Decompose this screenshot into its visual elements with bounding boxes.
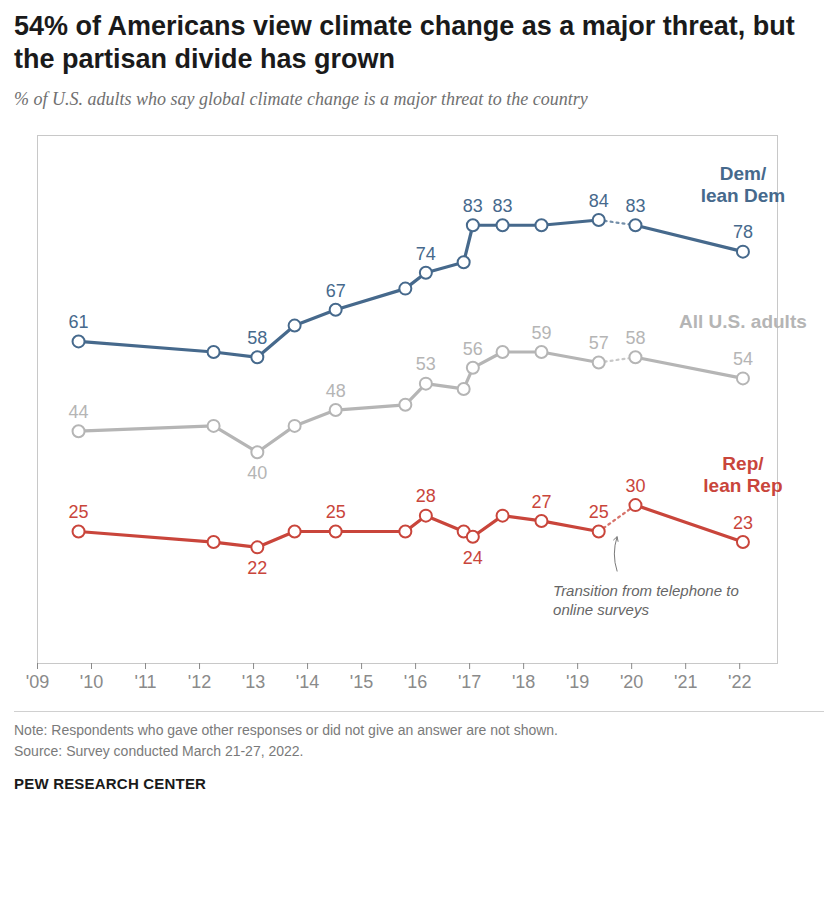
svg-text:83: 83	[493, 196, 513, 216]
svg-text:'14: '14	[296, 673, 319, 693]
svg-text:48: 48	[326, 381, 346, 401]
svg-text:84: 84	[589, 191, 609, 211]
svg-text:56: 56	[463, 339, 483, 359]
svg-text:25: 25	[326, 503, 346, 523]
svg-text:'22: '22	[728, 673, 751, 693]
html-text:Note: Respondents who gave oth: Note: Respondents who gave other respons…	[14, 722, 558, 739]
svg-text:All U.S. adults: All U.S. adults	[679, 312, 807, 333]
html-text:Source: Survey conducted March: Source: Survey conducted March 21-27, 20…	[14, 742, 304, 759]
svg-text:61: 61	[69, 312, 89, 332]
svg-text:22: 22	[247, 558, 267, 578]
svg-text:83: 83	[625, 196, 645, 216]
svg-text:27: 27	[531, 492, 551, 512]
svg-text:74: 74	[416, 244, 436, 264]
html-text:% of U.S. adults who say globa: % of U.S. adults who say global climate …	[14, 88, 588, 109]
svg-text:'19: '19	[566, 673, 589, 693]
html-text:54% of Americans view climate: 54% of Americans view climate change as …	[14, 11, 795, 74]
svg-text:25: 25	[69, 503, 89, 523]
svg-text:23: 23	[733, 513, 753, 533]
svg-text:59: 59	[531, 323, 551, 343]
svg-text:'11: '11	[134, 673, 156, 693]
svg-text:'09: '09	[26, 673, 49, 693]
html-text:PEW RESEARCH CENTER: PEW RESEARCH CENTER	[14, 774, 207, 792]
svg-text:'10: '10	[80, 673, 103, 693]
svg-text:44: 44	[69, 402, 89, 422]
svg-text:Transition from telephone toon: Transition from telephone toonline surve…	[553, 582, 739, 619]
svg-text:'16: '16	[404, 673, 427, 693]
svg-text:'13: '13	[242, 673, 265, 693]
svg-text:25: 25	[589, 503, 609, 523]
svg-text:58: 58	[247, 328, 267, 348]
svg-text:78: 78	[733, 223, 753, 243]
svg-text:24: 24	[463, 548, 483, 568]
svg-text:Rep/lean Rep: Rep/lean Rep	[703, 453, 782, 496]
svg-text:'21: '21	[674, 673, 697, 693]
svg-text:57: 57	[589, 334, 609, 354]
svg-text:'18: '18	[512, 673, 535, 693]
svg-text:54: 54	[733, 349, 753, 369]
svg-text:40: 40	[247, 463, 267, 483]
svg-text:28: 28	[416, 487, 436, 507]
svg-text:Dem/lean Dem: Dem/lean Dem	[701, 163, 785, 206]
svg-text:83: 83	[463, 196, 483, 216]
svg-text:58: 58	[625, 328, 645, 348]
svg-text:30: 30	[625, 476, 645, 496]
svg-text:53: 53	[416, 355, 436, 375]
svg-text:'20: '20	[620, 673, 643, 693]
svg-text:'15: '15	[350, 673, 373, 693]
svg-text:'12: '12	[188, 673, 211, 693]
svg-text:67: 67	[326, 281, 346, 301]
svg-text:'17: '17	[458, 673, 481, 693]
